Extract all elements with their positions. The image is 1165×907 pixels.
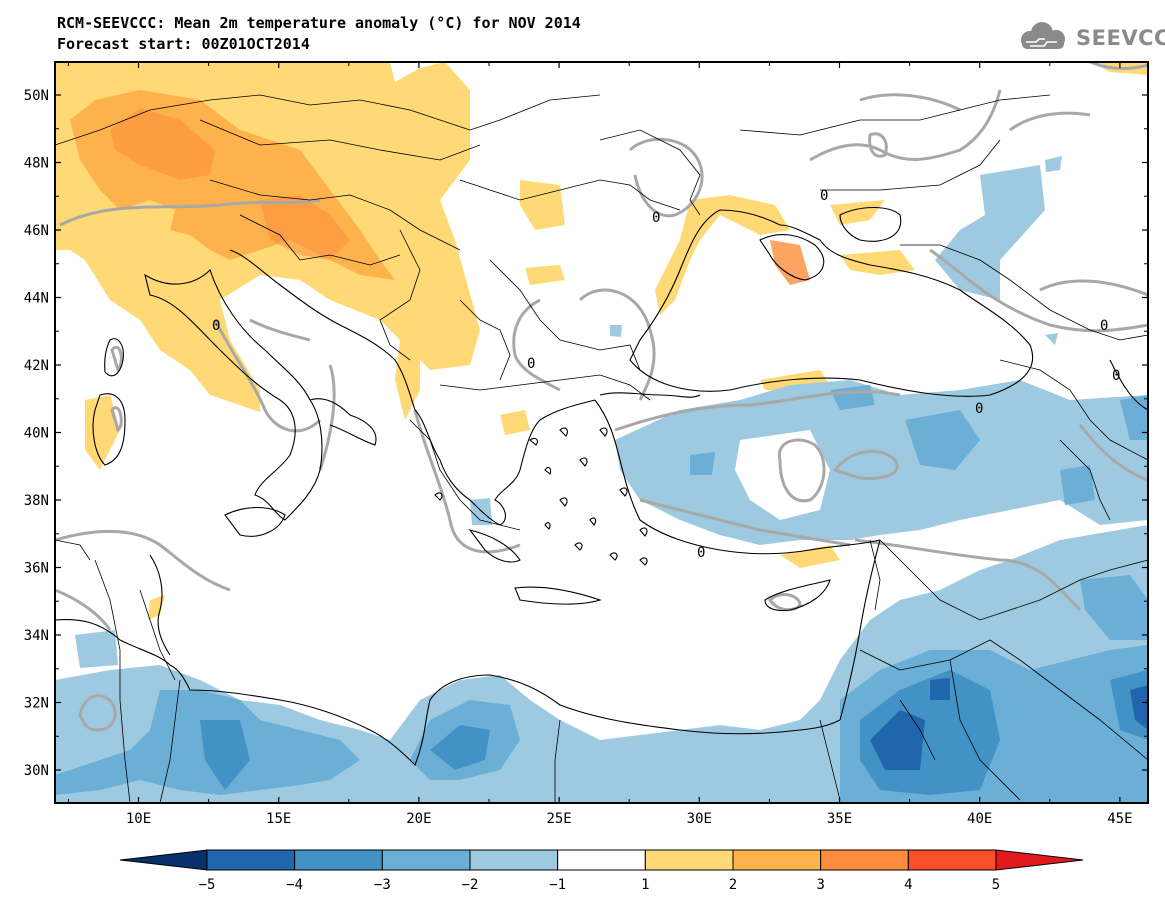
colorbar-tick-label: −3: [374, 877, 391, 893]
colorbar-arrow-high: [995, 849, 1084, 871]
colorbar-segment: [907, 849, 997, 871]
cold-anomaly-areas: [55, 156, 1148, 803]
colorbar-tick-label: −4: [286, 877, 303, 893]
colorbar-segment: [820, 849, 909, 871]
colorbar-segment: [557, 849, 646, 871]
lat-label: 44N: [24, 291, 49, 307]
colorbar-arrow-low: [119, 849, 208, 871]
lon-label: 40E: [967, 811, 992, 827]
lat-label: 38N: [24, 493, 49, 509]
colorbar-tick-label: 2: [729, 877, 737, 893]
forecast-start-label: Forecast start: 00Z01OCT2014: [57, 35, 310, 53]
logo-text: SEEVCCC: [1076, 26, 1165, 50]
seevccc-logo: [1021, 22, 1065, 49]
lat-label: 30N: [24, 763, 49, 779]
borders: [55, 94, 1148, 803]
lon-label: 30E: [687, 811, 712, 827]
lon-label: 45E: [1107, 811, 1132, 827]
lon-label: 10E: [126, 811, 151, 827]
lon-label: 25E: [546, 811, 571, 827]
colorbar-tick-label: 3: [816, 877, 824, 893]
zero-contours: [55, 62, 1148, 732]
svg-text:0: 0: [1112, 368, 1120, 384]
svg-text:0: 0: [652, 210, 660, 226]
lat-label: 42N: [24, 358, 49, 374]
colorbar-segment: [644, 849, 734, 871]
colorbar-tick-label: 4: [904, 877, 912, 893]
colorbar-tick-label: −1: [549, 877, 566, 893]
colorbar-tick-label: 5: [992, 877, 1000, 893]
colorbar-segment: [381, 849, 471, 871]
longitude-axis: 10E 15E 20E 25E 30E 35E 40E 45E: [67, 62, 1133, 827]
lat-label: 32N: [24, 696, 49, 712]
colorbar-tick-label: 1: [641, 877, 649, 893]
latitude-axis: 50N 48N 46N 44N 42N 40N 38N 36N 34N 32N 30N: [24, 88, 1148, 779]
colorbar-segment: [294, 849, 383, 871]
lon-label: 15E: [266, 811, 291, 827]
lat-label: 40N: [24, 426, 49, 442]
lat-label: 48N: [24, 156, 49, 172]
svg-text:0: 0: [975, 401, 983, 417]
lon-label: 20E: [406, 811, 431, 827]
coastlines: [55, 207, 1148, 766]
lat-label: 34N: [24, 628, 49, 644]
lat-label: 36N: [24, 561, 49, 577]
lat-label: 46N: [24, 223, 49, 239]
svg-text:0: 0: [820, 188, 828, 204]
map-title: RCM-SEEVCCC: Mean 2m temperature anomaly…: [57, 14, 581, 32]
colorbar-tick-label: −5: [199, 877, 216, 893]
svg-text:0: 0: [212, 318, 220, 334]
colorbar-segment: [732, 849, 822, 871]
colorbar-tick-label: −2: [462, 877, 479, 893]
warm-anomaly-areas: [55, 62, 1148, 620]
svg-text:0: 0: [1100, 318, 1108, 334]
lon-label: 35E: [827, 811, 852, 827]
contour-labels: 0 0 0 0 0 0 0 0: [212, 188, 1120, 561]
svg-text:0: 0: [697, 545, 705, 561]
colorbar-segment: [206, 849, 296, 871]
svg-text:0: 0: [527, 356, 535, 372]
lat-label: 50N: [24, 88, 49, 104]
colorbar-segment: [469, 849, 559, 871]
colorbar: −5 −4 −3 −2 −1 1 2 3 4 5: [119, 849, 1084, 893]
